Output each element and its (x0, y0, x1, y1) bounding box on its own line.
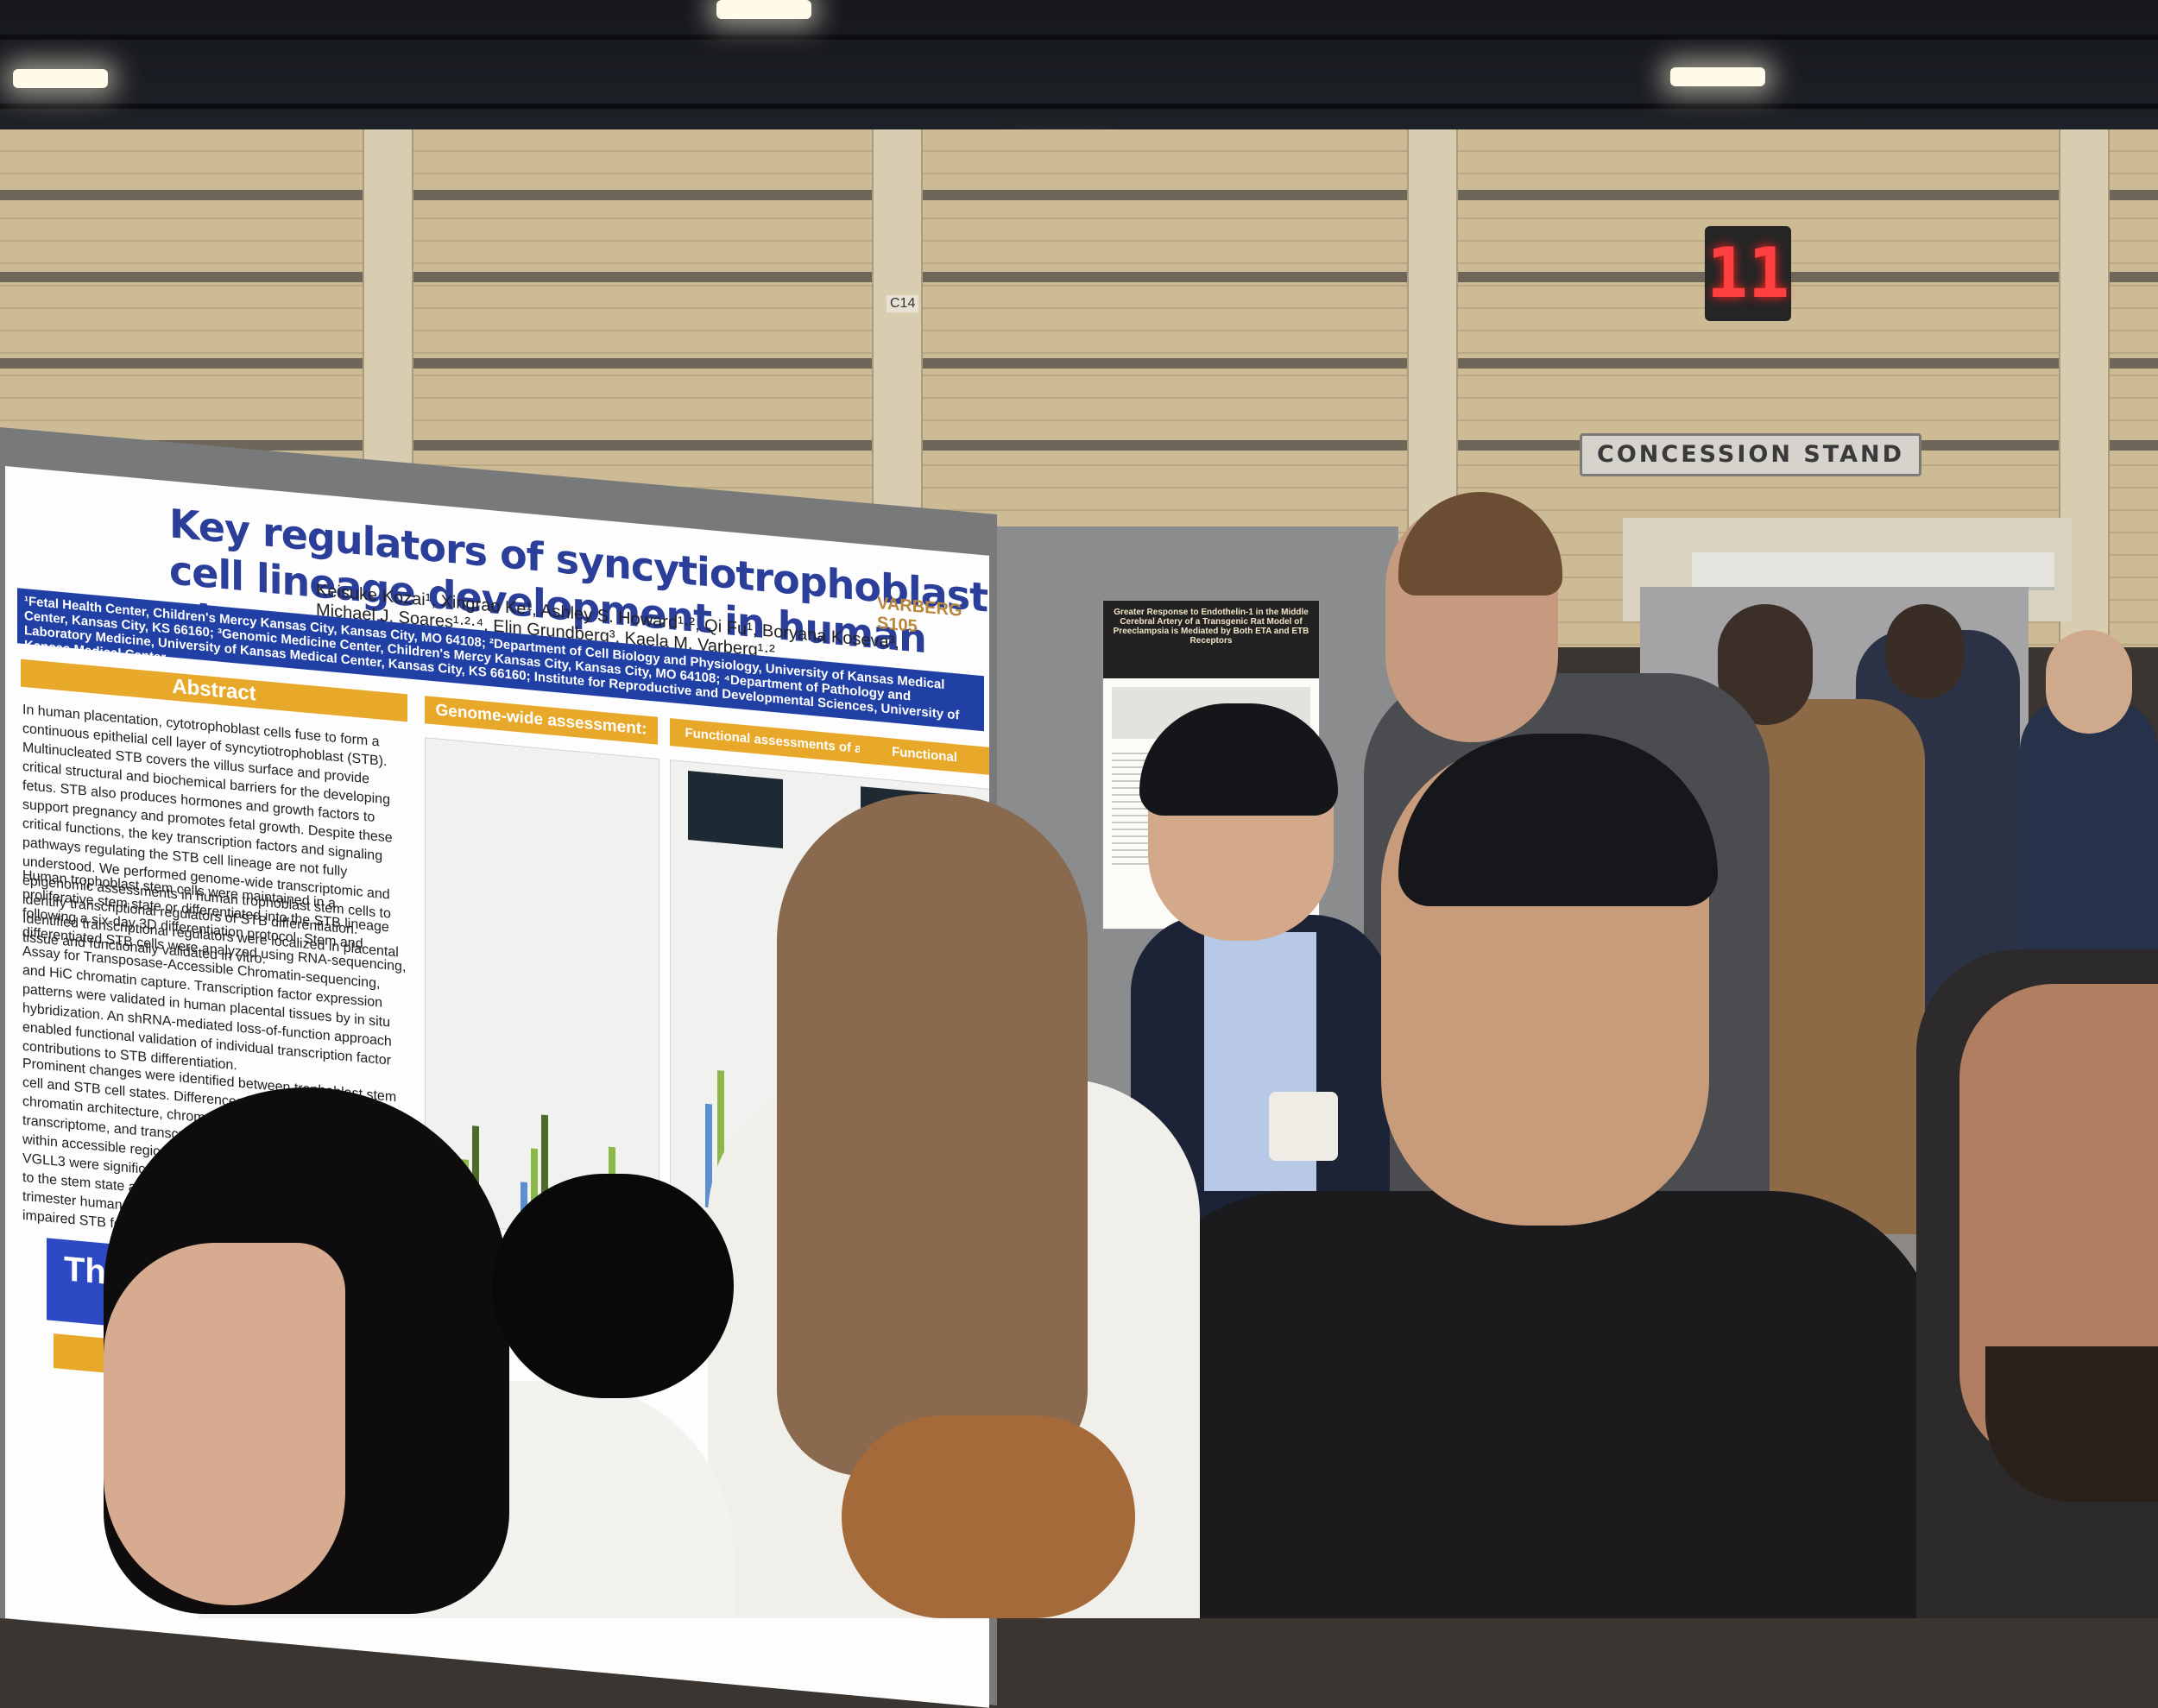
ceiling-light (716, 0, 811, 19)
person-head (2046, 630, 2132, 734)
abstract-paragraph: Human trophoblast stem cells were mainta… (22, 867, 407, 1074)
person-hair-bun (492, 1174, 734, 1398)
person-beard (1985, 1346, 2158, 1502)
ceiling-light (1670, 67, 1765, 86)
vgll3-heading: Functional assessments of a candidate TF… (860, 735, 989, 823)
poster-second-title: Greater Response to Endothelin-1 in the … (1103, 601, 1319, 678)
ceiling-light (13, 69, 108, 88)
wall-band (0, 358, 2158, 369)
person-face (104, 1243, 345, 1605)
person-black-jacket (1122, 1191, 1942, 1618)
tbx3-heading: Functional assessments of a candidate TF… (670, 718, 877, 781)
ceiling-truss (0, 35, 2158, 40)
wall-band (0, 190, 2158, 200)
ceiling-truss (0, 104, 2158, 109)
rnaseq-heading: Genome-wide assessment: RNA-Seq (425, 696, 658, 759)
microscopy-image (688, 770, 783, 848)
woven-handbag (842, 1415, 1135, 1618)
person-long-hair (777, 794, 1088, 1476)
concession-stand-sign: CONCESSION STAND (1580, 433, 1921, 476)
person-hair (1139, 703, 1338, 816)
pillar-label: C14 (887, 295, 919, 312)
rolling-shutter (1692, 552, 2054, 590)
paper-cup (1269, 1092, 1338, 1161)
wall-band (0, 272, 2158, 282)
person-head (1886, 604, 1964, 699)
digital-sign: 11 (1705, 226, 1791, 321)
